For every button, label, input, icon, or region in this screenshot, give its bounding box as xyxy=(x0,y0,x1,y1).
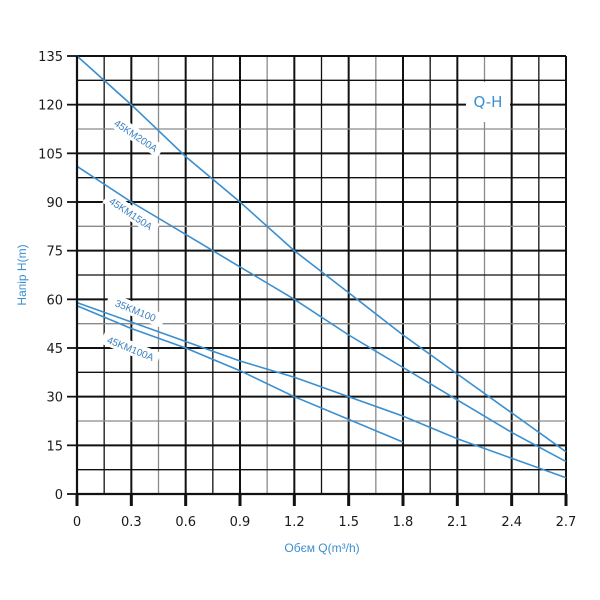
curve-45km200a xyxy=(76,55,567,453)
curve-label-35km100: 35KM100 xyxy=(105,292,167,328)
y-tick-label: 15 xyxy=(46,439,63,454)
curve-label-45km200a: 45KM200A xyxy=(107,112,165,158)
x-tick-label: 2.4 xyxy=(501,515,522,530)
axes xyxy=(75,56,566,496)
y-tick-label: 135 xyxy=(38,50,63,65)
curve-45km150a xyxy=(76,165,567,463)
qh-label-bg xyxy=(466,82,510,122)
x-tick-label: 0 xyxy=(73,515,81,530)
x-tick-label: 2.1 xyxy=(447,515,468,530)
y-tick-label: 30 xyxy=(46,391,63,406)
y-tick-labels: 0 15 30 45 60 75 90 105 120 135 xyxy=(38,50,77,503)
x-tick-label: 0.9 xyxy=(230,515,251,530)
x-tick-label: 1.2 xyxy=(284,515,305,530)
x-tick-label: 2.7 xyxy=(556,515,577,530)
x-axis-title: Обєм Q(m³/h) xyxy=(284,541,359,555)
x-tick-labels: 0 0.3 0.6 0.9 1.2 1.5 1.8 2.1 2.4 2.7 xyxy=(73,494,576,530)
y-tick-label: 105 xyxy=(38,147,63,162)
x-tick-label: 0.3 xyxy=(121,515,142,530)
y-tick-label: 75 xyxy=(46,245,63,260)
curves xyxy=(76,55,567,479)
x-tick-label: 0.6 xyxy=(175,515,196,530)
y-axis-title: Напір H(m) xyxy=(15,244,29,305)
y-tick-label: 90 xyxy=(46,196,63,211)
grid xyxy=(76,55,567,495)
svg-text:35KM100: 35KM100 xyxy=(113,298,157,324)
curve-35km100 xyxy=(76,301,567,479)
x-tick-label: 1.8 xyxy=(393,515,414,530)
y-tick-label: 45 xyxy=(46,342,63,357)
y-tick-label: 120 xyxy=(38,99,63,114)
curve-45km100a xyxy=(76,305,404,443)
y-tick-label: 0 xyxy=(55,488,63,503)
y-tick-label: 60 xyxy=(46,293,63,308)
x-tick-label: 1.5 xyxy=(338,515,359,530)
chart-title: Q-H xyxy=(474,93,503,111)
